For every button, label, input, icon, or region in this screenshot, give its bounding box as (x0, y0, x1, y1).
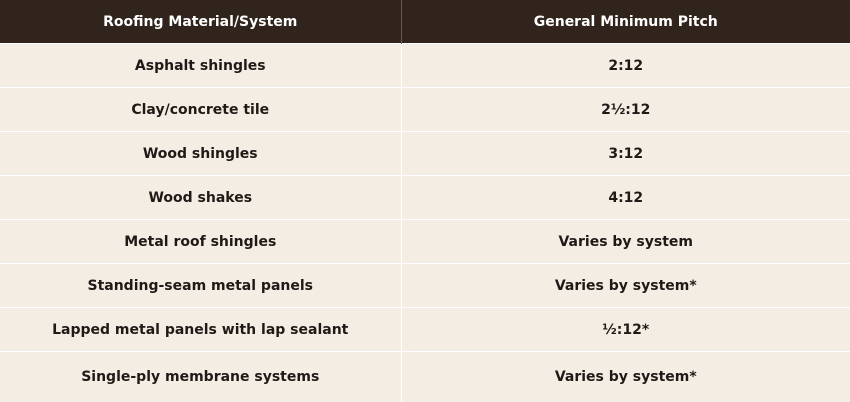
pitch-cell: Varies by system (401, 220, 850, 264)
material-cell: Single-ply membrane systems (0, 352, 401, 402)
pitch-cell: 4:12 (401, 176, 850, 220)
material-cell: Asphalt shingles (0, 44, 401, 88)
material-cell: Standing-seam metal panels (0, 264, 401, 308)
pitch-cell: 3:12 (401, 132, 850, 176)
pitch-cell: Varies by system* (401, 264, 850, 308)
header-cell: Roofing Material/System (0, 0, 401, 44)
pitch-cell: Varies by system* (401, 352, 850, 402)
header-row: Roofing Material/System General Minimum … (0, 0, 850, 44)
material-cell: Clay/concrete tile (0, 88, 401, 132)
pitch-cell: ½:12* (401, 308, 850, 352)
pitch-cell: 2:12 (401, 44, 850, 88)
pitch-cell: 2½:12 (401, 88, 850, 132)
material-cell: Lapped metal panels with lap sealant (0, 308, 401, 352)
header-cell: General Minimum Pitch (401, 0, 850, 44)
material-cell: Metal roof shingles (0, 220, 401, 264)
material-cell: Wood shakes (0, 176, 401, 220)
material-cell: Wood shingles (0, 132, 401, 176)
